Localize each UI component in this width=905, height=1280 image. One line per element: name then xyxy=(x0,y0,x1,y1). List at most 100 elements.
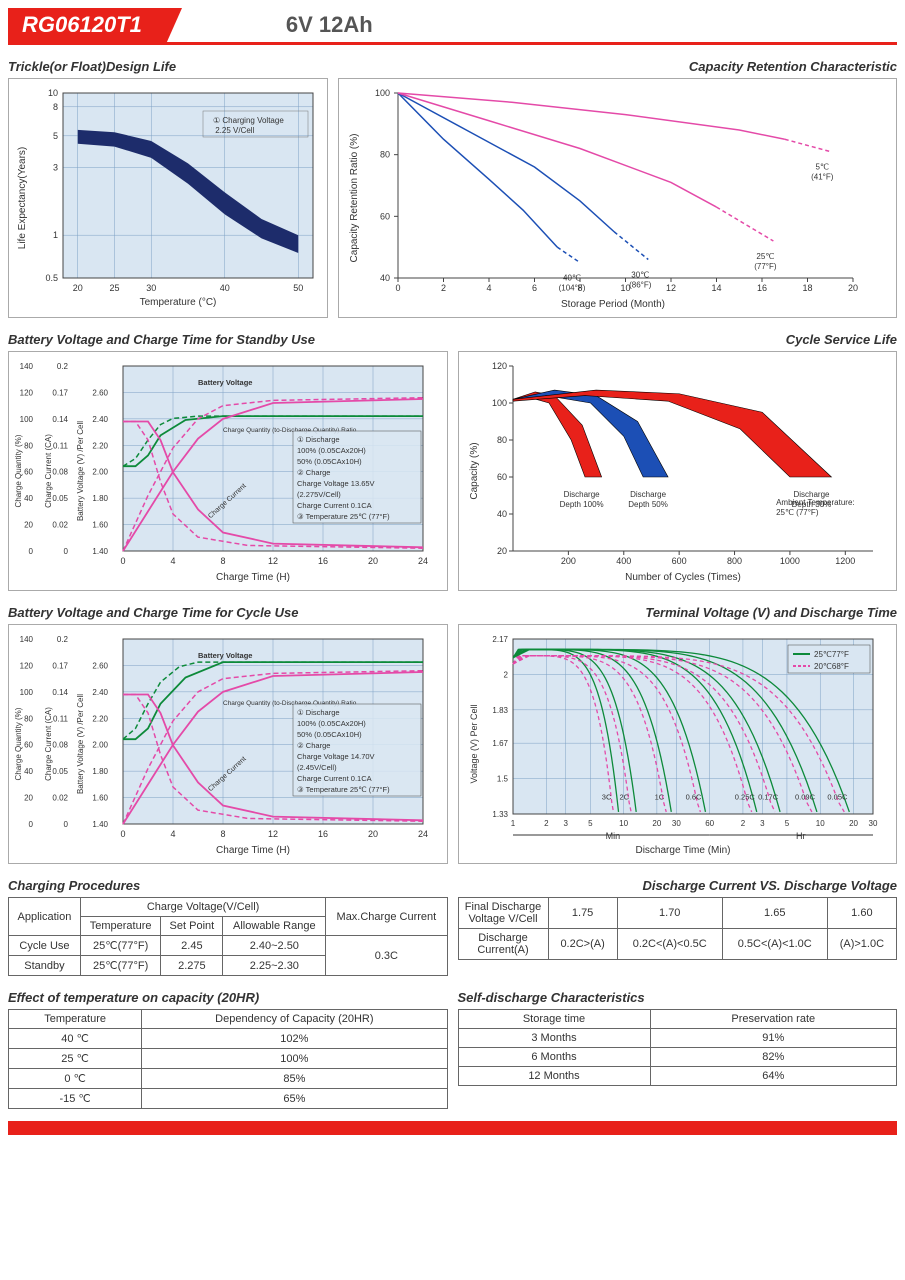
svg-text:0.05: 0.05 xyxy=(52,767,68,776)
svg-text:18: 18 xyxy=(802,283,812,293)
table-charging: Application Charge Voltage(V/Cell) Max.C… xyxy=(8,897,448,976)
svg-text:2: 2 xyxy=(441,283,446,293)
tbl-discharge-title: Discharge Current VS. Discharge Voltage xyxy=(458,876,898,897)
svg-text:Discharge Time (Min): Discharge Time (Min) xyxy=(635,845,730,856)
svg-text:0.17C: 0.17C xyxy=(758,792,779,801)
chart-terminal-voltage: 1.331.51.671.8322.1712351020306023510203… xyxy=(463,629,883,859)
svg-text:1.80: 1.80 xyxy=(92,494,108,503)
chart-cycle-life: 2004006008001000120020406080100120Discha… xyxy=(463,356,883,586)
svg-text:600: 600 xyxy=(671,556,686,566)
svg-text:2.40: 2.40 xyxy=(92,688,108,697)
svg-text:20: 20 xyxy=(73,283,83,293)
svg-text:10: 10 xyxy=(48,88,58,98)
svg-text:1.40: 1.40 xyxy=(92,820,108,829)
th: Max.Charge Current xyxy=(326,898,447,936)
svg-text:40: 40 xyxy=(220,283,230,293)
svg-text:2.00: 2.00 xyxy=(92,741,108,750)
svg-text:60: 60 xyxy=(496,472,506,482)
chart6-title: Terminal Voltage (V) and Discharge Time xyxy=(458,603,898,624)
svg-text:50: 50 xyxy=(293,283,303,293)
svg-text:Battery Voltage: Battery Voltage xyxy=(198,378,252,387)
chart1-title: Trickle(or Float)Design Life xyxy=(8,57,328,78)
svg-text:0.17: 0.17 xyxy=(52,388,68,397)
table-discharge: Final DischargeVoltage V/Cell1.751.701.6… xyxy=(458,897,898,960)
svg-text:② Charge: ② Charge xyxy=(297,741,330,750)
table-temp-effect: TemperatureDependency of Capacity (20HR)… xyxy=(8,1009,448,1109)
svg-text:1.83: 1.83 xyxy=(492,706,508,715)
svg-text:0: 0 xyxy=(395,283,400,293)
svg-text:60: 60 xyxy=(705,819,714,828)
svg-text:80: 80 xyxy=(380,150,390,160)
svg-text:8: 8 xyxy=(220,556,225,566)
svg-text:100% (0.05CAx20H): 100% (0.05CAx20H) xyxy=(297,719,366,728)
svg-text:Storage Period (Month): Storage Period (Month) xyxy=(561,299,665,310)
svg-text:0.6C: 0.6C xyxy=(685,792,701,801)
chart2-title: Capacity Retention Characteristic xyxy=(338,57,897,78)
svg-text:0.14: 0.14 xyxy=(52,688,68,697)
svg-text:(2.45V/Cell): (2.45V/Cell) xyxy=(297,763,337,772)
svg-text:20: 20 xyxy=(368,829,378,839)
svg-text:100: 100 xyxy=(20,415,34,424)
svg-text:2.60: 2.60 xyxy=(92,388,108,397)
svg-text:24: 24 xyxy=(418,556,428,566)
svg-text:20: 20 xyxy=(24,521,33,530)
svg-text:0.08: 0.08 xyxy=(52,741,68,750)
model-number: RG06120T1 xyxy=(8,8,166,42)
svg-text:12: 12 xyxy=(666,283,676,293)
th: Charge Voltage(V/Cell) xyxy=(80,898,325,917)
svg-text:Capacity Retention Ratio (%): Capacity Retention Ratio (%) xyxy=(349,134,360,263)
tbl-temp-title: Effect of temperature on capacity (20HR) xyxy=(8,988,448,1009)
svg-text:12: 12 xyxy=(268,829,278,839)
svg-text:2.40: 2.40 xyxy=(92,415,108,424)
chart4-title: Cycle Service Life xyxy=(458,330,898,351)
svg-text:40: 40 xyxy=(496,509,506,519)
chart5-title: Battery Voltage and Charge Time for Cycl… xyxy=(8,603,448,624)
svg-text:Charge Current 0.1CA: Charge Current 0.1CA xyxy=(297,774,372,783)
svg-text:1: 1 xyxy=(53,230,58,240)
tbl-self-title: Self-discharge Characteristics xyxy=(458,988,898,1009)
svg-text:3: 3 xyxy=(563,819,568,828)
svg-text:800: 800 xyxy=(727,556,742,566)
svg-text:400: 400 xyxy=(616,556,631,566)
svg-text:1.40: 1.40 xyxy=(92,547,108,556)
svg-text:80: 80 xyxy=(24,714,33,723)
svg-text:Number of Cycles (Times): Number of Cycles (Times) xyxy=(625,572,741,583)
svg-text:Charge Time (H): Charge Time (H) xyxy=(216,845,290,856)
svg-text:2: 2 xyxy=(544,819,549,828)
svg-text:Voltage (V) Per Cell: Voltage (V) Per Cell xyxy=(469,704,479,783)
svg-text:40℃(104°F): 40℃(104°F) xyxy=(559,274,586,293)
svg-text:2.20: 2.20 xyxy=(92,714,108,723)
svg-text:1.80: 1.80 xyxy=(92,767,108,776)
svg-text:20: 20 xyxy=(496,546,506,556)
svg-text:1.67: 1.67 xyxy=(492,739,508,748)
table-self-discharge: Storage timePreservation rate3 Months91%… xyxy=(458,1009,898,1086)
chart-standby-charge: 04812162024001.40200.021.60400.051.80600… xyxy=(13,356,433,586)
svg-text:0: 0 xyxy=(29,820,34,829)
svg-text:1000: 1000 xyxy=(779,556,799,566)
svg-text:30: 30 xyxy=(868,819,877,828)
svg-text:30: 30 xyxy=(146,283,156,293)
svg-text:Battery Voltage: Battery Voltage xyxy=(198,651,252,660)
svg-text:Capacity (%): Capacity (%) xyxy=(469,442,480,499)
svg-text:20: 20 xyxy=(368,556,378,566)
chart3-title: Battery Voltage and Charge Time for Stan… xyxy=(8,330,448,351)
th: Temperature xyxy=(80,917,160,936)
svg-text:5: 5 xyxy=(53,131,58,141)
svg-text:2: 2 xyxy=(740,819,745,828)
svg-text:20: 20 xyxy=(652,819,661,828)
svg-text:40: 40 xyxy=(24,767,33,776)
svg-text:30℃(86°F): 30℃(86°F) xyxy=(629,271,652,290)
svg-text:10: 10 xyxy=(815,819,824,828)
svg-text:② Charge: ② Charge xyxy=(297,468,330,477)
svg-text:4: 4 xyxy=(486,283,491,293)
svg-text:2C: 2C xyxy=(619,792,629,801)
svg-text:0.2: 0.2 xyxy=(57,362,69,371)
svg-text:12: 12 xyxy=(268,556,278,566)
svg-text:24: 24 xyxy=(418,829,428,839)
svg-text:0.14: 0.14 xyxy=(52,415,68,424)
svg-text:2: 2 xyxy=(503,670,508,679)
td: 2.275 xyxy=(161,956,223,976)
svg-text:2.00: 2.00 xyxy=(92,468,108,477)
svg-text:1.60: 1.60 xyxy=(92,794,108,803)
header-bar: RG06120T1 6V 12Ah xyxy=(8,8,897,45)
